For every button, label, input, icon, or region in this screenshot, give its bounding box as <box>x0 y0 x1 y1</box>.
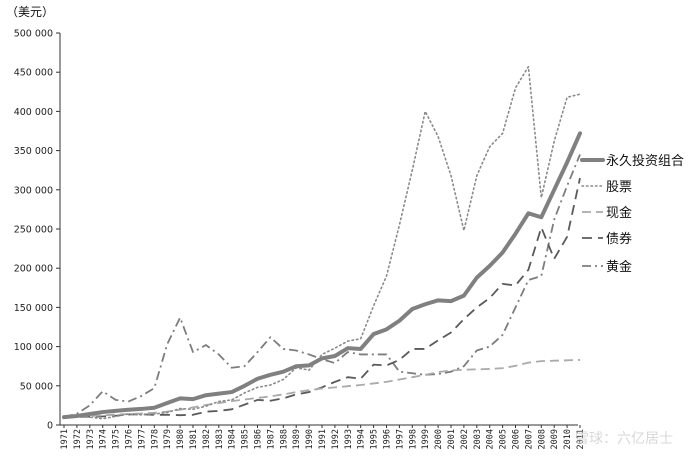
x-tick-label: 1991 <box>318 429 328 449</box>
x-tick-label: 2000 <box>434 429 444 449</box>
x-tick-label: 2010 <box>563 429 573 449</box>
x-axis: 1971 1972 1973 1974 1975 1976 1977 1978 1979 1980… <box>60 424 586 449</box>
x-tick-label: 1982 <box>202 429 212 449</box>
y-tick-label: 0 <box>47 421 53 432</box>
x-tick-label: 1997 <box>395 429 405 449</box>
x-tick-label: 1971 <box>60 429 70 449</box>
unit-label: （美元） <box>6 5 54 19</box>
y-tick-label: 450 000 <box>14 68 53 79</box>
legend-label: 永久投资组合 <box>606 153 684 169</box>
series-group <box>62 65 582 420</box>
y-tick-label: 100 000 <box>14 342 53 353</box>
x-tick-label: 2009 <box>550 429 560 449</box>
x-tick-label: 1973 <box>86 429 96 449</box>
x-tick-label: 1972 <box>73 429 83 449</box>
x-tick-label: 1993 <box>344 429 354 449</box>
x-tick-label: 2001 <box>447 429 457 449</box>
y-tick-label: 200 000 <box>14 264 53 275</box>
series-line-solid-thick <box>62 131 582 420</box>
x-tick-label: 2006 <box>512 429 522 449</box>
x-tick-label: 2005 <box>499 429 509 449</box>
x-tick-label: 1992 <box>331 429 341 449</box>
y-tick-label: 250 000 <box>14 225 53 236</box>
x-tick-label: 1990 <box>305 429 315 449</box>
x-tick-label: 1986 <box>254 429 264 449</box>
x-tick-label: 1988 <box>279 429 289 449</box>
y-tick-label: 300 000 <box>14 185 53 196</box>
x-tick-label: 2011 <box>576 429 586 449</box>
x-tick-label: 1987 <box>266 429 276 449</box>
x-tick-label: 1975 <box>112 429 122 449</box>
legend-label: 现金 <box>606 205 632 221</box>
x-tick-label: 2003 <box>473 429 483 449</box>
y-tick-label: 500 000 <box>14 29 53 40</box>
series-line-dash-dot <box>63 154 581 419</box>
x-tick-label: 1995 <box>370 429 380 449</box>
y-tick-label: 150 000 <box>14 303 53 314</box>
y-tick-label: 50 000 <box>20 381 53 392</box>
series-line-dotted <box>63 65 581 420</box>
x-tick-label: 1979 <box>163 429 173 449</box>
watermark: 雪球：六亿居士 <box>575 431 673 447</box>
x-tick-label: 2007 <box>524 429 534 449</box>
x-tick-label: 1981 <box>189 429 199 449</box>
x-tick-label: 2002 <box>460 429 470 449</box>
x-tick-label: 1989 <box>292 429 302 449</box>
x-tick-label: 1978 <box>150 429 160 449</box>
x-tick-label: 1976 <box>125 429 135 449</box>
x-tick-label: 1996 <box>383 429 393 449</box>
x-tick-label: 1985 <box>241 429 251 449</box>
x-tick-label: 2008 <box>537 429 547 449</box>
x-tick-label: 2004 <box>486 429 496 449</box>
x-tick-label: 1980 <box>176 429 186 449</box>
legend-label: 黄金 <box>606 259 632 275</box>
y-axis: 0 50 000 100 000 150 000 200 000 250 000 300 0… <box>14 29 61 432</box>
x-tick-label: 1974 <box>99 429 109 449</box>
x-tick-label: 1983 <box>215 429 225 449</box>
legend-label: 债券 <box>606 231 632 247</box>
x-tick-label: 1998 <box>408 429 418 449</box>
y-tick-label: 350 000 <box>14 146 53 157</box>
x-tick-label: 1977 <box>137 429 147 449</box>
legend-label: 股票 <box>606 180 632 195</box>
y-tick-label: 400 000 <box>14 107 53 118</box>
x-tick-label: 1999 <box>421 429 431 449</box>
x-tick-label: 1984 <box>228 429 238 449</box>
x-tick-label: 1994 <box>357 429 367 449</box>
series-line-long-dash-light <box>63 359 581 419</box>
series-line-dashed <box>63 177 581 419</box>
